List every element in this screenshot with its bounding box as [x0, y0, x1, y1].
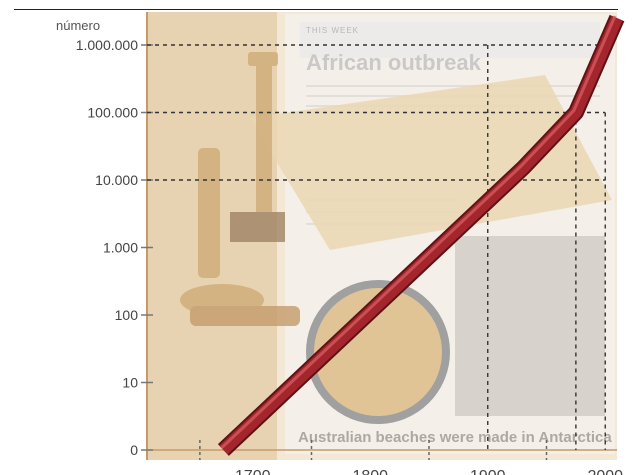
background-fade	[140, 12, 620, 460]
y-tick-label: 1.000	[103, 240, 138, 256]
y-axis-label: número	[56, 18, 100, 33]
background-kicker: THIS WEEK	[306, 26, 359, 35]
y-tick-label: 100.000	[87, 105, 138, 121]
y-tick-label: 10.000	[95, 172, 138, 188]
microscope-icon	[180, 52, 300, 326]
background-caption: Australian beaches were made in Antarcti…	[298, 429, 612, 446]
magnifier-globe	[306, 280, 450, 424]
x-tick-label: 1800	[352, 468, 388, 475]
reference-lines	[147, 44, 606, 450]
y-tick-label: 1.000.000	[76, 37, 138, 53]
series-layer	[217, 14, 625, 456]
background-collage: THIS WEEK African outbreak Australian be…	[140, 12, 620, 460]
series-line-highlight	[220, 15, 617, 450]
magazine-header-band	[300, 22, 600, 58]
x-tick-label: 1900	[470, 468, 506, 475]
old-document	[250, 75, 612, 250]
y-tick-label: 0	[130, 442, 138, 458]
background-headline: African outbreak	[306, 50, 482, 75]
series-line	[219, 15, 623, 455]
y-tick-label: 10	[122, 375, 138, 391]
y-tick-label: 100	[115, 307, 139, 323]
background-photo	[455, 236, 605, 416]
x-tick-label: 1700	[235, 468, 271, 475]
x-tick-label: 2000	[587, 468, 623, 475]
x-axis-ticks: 1700 1800 1900 2000	[199, 440, 623, 475]
y-axis-ticks: 0 10 100 1.000 10.000 100.000 1.000.000	[76, 37, 153, 458]
top-rule	[14, 9, 618, 10]
